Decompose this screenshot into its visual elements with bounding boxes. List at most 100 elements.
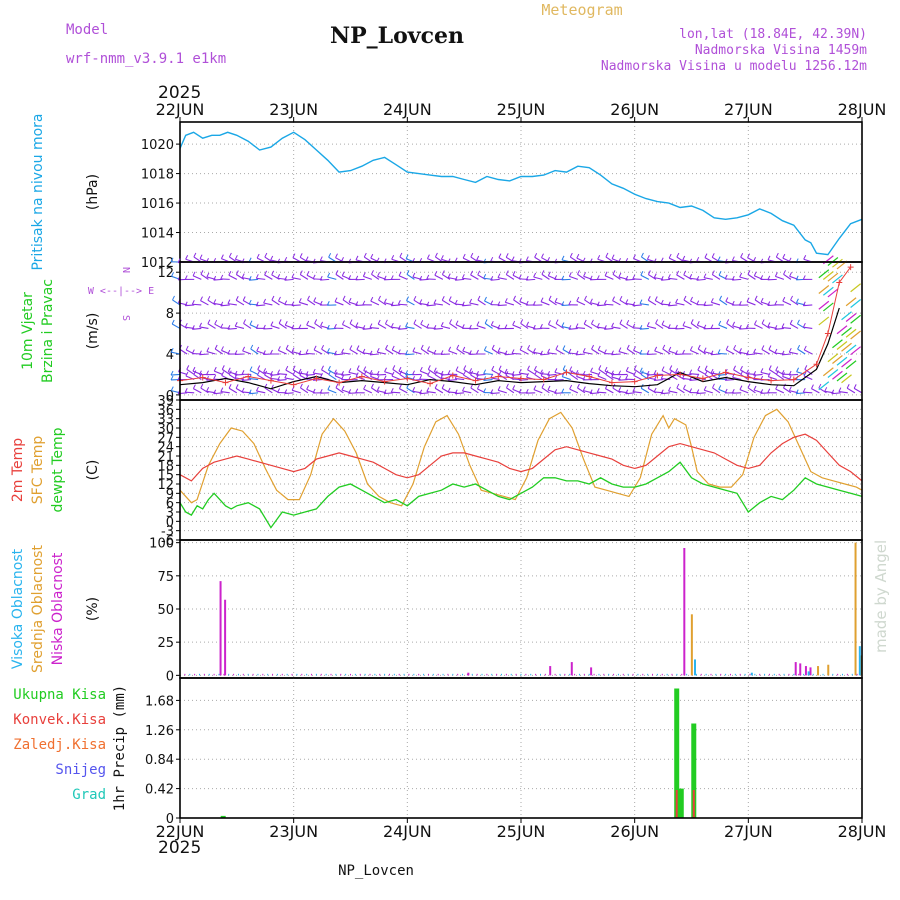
wind-barb bbox=[583, 351, 593, 355]
wind-barb bbox=[186, 368, 195, 375]
wind-barb bbox=[583, 373, 593, 376]
y-tick-label: 36 bbox=[157, 403, 174, 418]
wind-barb-feather bbox=[207, 319, 211, 324]
wind-barb-feather bbox=[404, 370, 408, 375]
wind-barb-feather bbox=[675, 298, 679, 304]
wind-barb-feather bbox=[376, 347, 380, 353]
wind-barb-feather bbox=[746, 350, 749, 356]
wind-barb-feather bbox=[257, 365, 261, 370]
y-tick-label: 1020 bbox=[141, 138, 174, 153]
wind-barb bbox=[676, 387, 685, 394]
wind-barb-feather bbox=[249, 366, 253, 371]
wind-barb-feather bbox=[333, 369, 337, 374]
wind-barb-feather bbox=[731, 256, 735, 261]
wind-barb-feather bbox=[598, 365, 602, 370]
wind-barb bbox=[576, 300, 586, 306]
wind-barb-feather bbox=[548, 320, 551, 325]
wind-barb bbox=[413, 299, 422, 306]
wind-barb bbox=[170, 373, 181, 376]
wind-barb-feather bbox=[497, 386, 501, 391]
wind-barb-feather bbox=[591, 344, 595, 350]
wind-barb bbox=[243, 323, 252, 329]
wind-barb-feather bbox=[646, 370, 650, 376]
wind-barb-feather bbox=[454, 257, 458, 262]
wind-barb bbox=[797, 348, 806, 355]
wind-barb bbox=[469, 327, 479, 330]
wind-barb-feather bbox=[476, 255, 480, 261]
wind-barb-feather bbox=[746, 297, 750, 302]
wind-barb bbox=[419, 278, 429, 281]
wind-barb-feather bbox=[667, 274, 671, 279]
wind-barb bbox=[419, 392, 429, 395]
wind-barb-feather bbox=[405, 254, 409, 259]
wind-barb-storm bbox=[841, 311, 852, 321]
wind-barb-feather bbox=[291, 301, 295, 306]
wind-barb-feather bbox=[184, 301, 188, 306]
wind-barb bbox=[669, 374, 678, 381]
x-tick-label-bottom: 25JUN bbox=[497, 822, 546, 841]
wind-barb-feather bbox=[427, 365, 431, 370]
wind-barb bbox=[697, 348, 707, 355]
wind-barb-feather bbox=[221, 346, 224, 351]
wind-barb bbox=[463, 374, 472, 381]
wind-barb-feather bbox=[326, 348, 330, 353]
wind-barb bbox=[455, 278, 465, 281]
wind-barb-feather bbox=[519, 345, 523, 351]
y-tick-label: 0.42 bbox=[145, 783, 174, 798]
wind-barb-feather bbox=[753, 271, 757, 276]
wind-barb bbox=[597, 375, 607, 381]
wind-barb bbox=[284, 377, 294, 381]
wind-barb-feather bbox=[760, 389, 764, 394]
wind-barb-feather bbox=[241, 370, 245, 375]
wind-barb-feather bbox=[385, 344, 388, 350]
wind-barb bbox=[648, 274, 657, 280]
wind-barb-feather bbox=[227, 325, 231, 330]
wind-gust-marker bbox=[290, 381, 297, 388]
wind-barb-feather bbox=[227, 349, 231, 355]
wind-barb bbox=[661, 392, 671, 395]
y-tick-label: 0 bbox=[166, 389, 174, 404]
wind-barb-feather bbox=[427, 346, 430, 351]
wind-barb bbox=[577, 273, 586, 280]
wind-barb-feather bbox=[264, 270, 268, 276]
wind-barb bbox=[433, 327, 443, 330]
wind-barb-feather bbox=[625, 374, 629, 380]
wind-compass-south: S bbox=[120, 315, 131, 321]
wind-barb bbox=[192, 303, 202, 306]
wind-barb bbox=[511, 373, 522, 376]
y-tick-label: 12 bbox=[157, 478, 174, 493]
y-axis-unit: (m/s) bbox=[85, 313, 101, 350]
wind-barb-feather bbox=[490, 389, 494, 394]
wind-barb-feather bbox=[718, 271, 722, 276]
wind-gust-marker bbox=[495, 373, 502, 380]
wind-barb-feather bbox=[596, 301, 600, 306]
wind-barb-feather bbox=[206, 347, 210, 352]
wind-barb-feather bbox=[653, 273, 657, 278]
wind-barb-feather bbox=[605, 252, 609, 258]
wind-barb-feather bbox=[568, 272, 572, 277]
wind-barb-feather bbox=[198, 370, 202, 375]
wind-barb-feather bbox=[447, 370, 451, 375]
wind-barb-feather bbox=[718, 320, 722, 326]
wind-barb-feather bbox=[632, 387, 636, 392]
precip-legend-label: Grad bbox=[72, 787, 106, 803]
wind-barb-feather bbox=[767, 275, 771, 281]
wind-barb-feather bbox=[348, 275, 352, 280]
wind-barb-feather bbox=[335, 253, 338, 258]
wind-barb-feather bbox=[689, 346, 693, 351]
wind-barb-feather bbox=[292, 365, 296, 370]
wind-gust-marker bbox=[722, 369, 729, 376]
wind-gust-marker bbox=[836, 279, 843, 286]
wind-barb-feather bbox=[518, 368, 522, 374]
wind-barb-feather bbox=[682, 349, 685, 355]
wind-barb-feather bbox=[284, 256, 288, 262]
wind-barb bbox=[776, 256, 785, 263]
wind-barb-feather bbox=[413, 295, 417, 301]
wind-barb-storm bbox=[818, 285, 830, 294]
wind-barb bbox=[448, 379, 458, 381]
wind-barb bbox=[604, 303, 614, 306]
wind-barb-feather bbox=[790, 295, 794, 301]
wind-barb-feather bbox=[384, 367, 387, 372]
wind-barb-feather bbox=[171, 319, 175, 325]
wind-barb-feather bbox=[690, 319, 694, 324]
